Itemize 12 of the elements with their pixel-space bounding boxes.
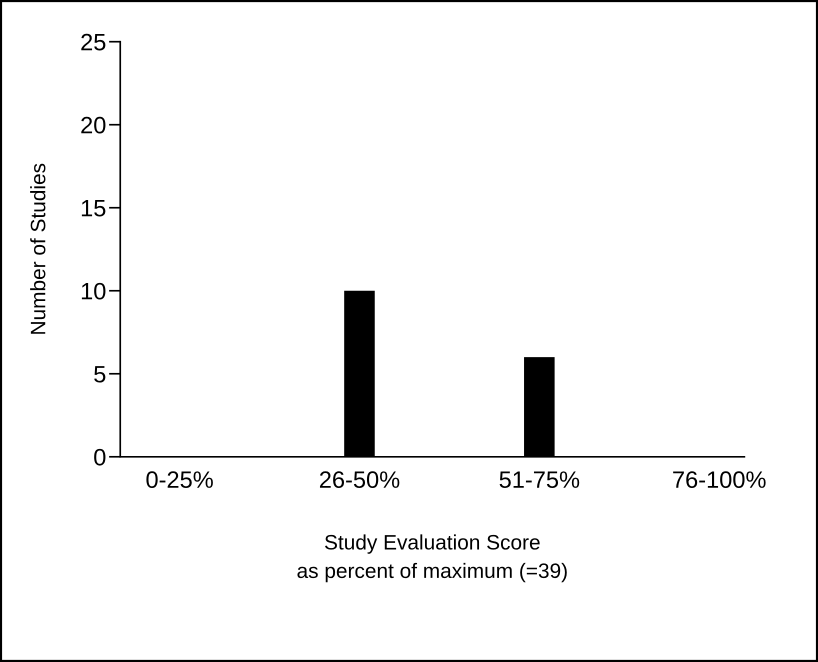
y-tick-label: 5	[94, 366, 106, 383]
y-tick-label: 25	[81, 34, 106, 50]
y-tick-label: 20	[81, 116, 106, 134]
x-tick-label: 0-25%	[146, 471, 213, 488]
x-axis-title: Study Evaluation Score as percent of maximum (=39)	[297, 534, 567, 582]
x-tick-label: 76-100%	[673, 471, 766, 488]
y-tick-label: 15	[82, 200, 106, 217]
y-axis-title: Number of Studies	[30, 164, 46, 334]
y-tick-label: 10	[82, 282, 106, 300]
y-tick-label: 0	[94, 448, 106, 466]
x-tick-label: 51-75%	[500, 471, 580, 488]
x-tick-label: 26-50%	[320, 471, 400, 488]
